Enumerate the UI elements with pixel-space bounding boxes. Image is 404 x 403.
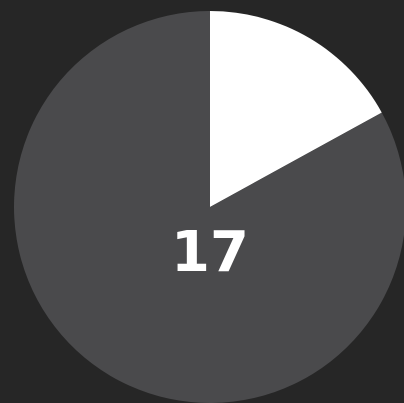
pie-slice (14, 11, 404, 403)
center-value: 17 (171, 220, 249, 285)
pie (14, 11, 404, 403)
pie-slice (210, 11, 382, 207)
